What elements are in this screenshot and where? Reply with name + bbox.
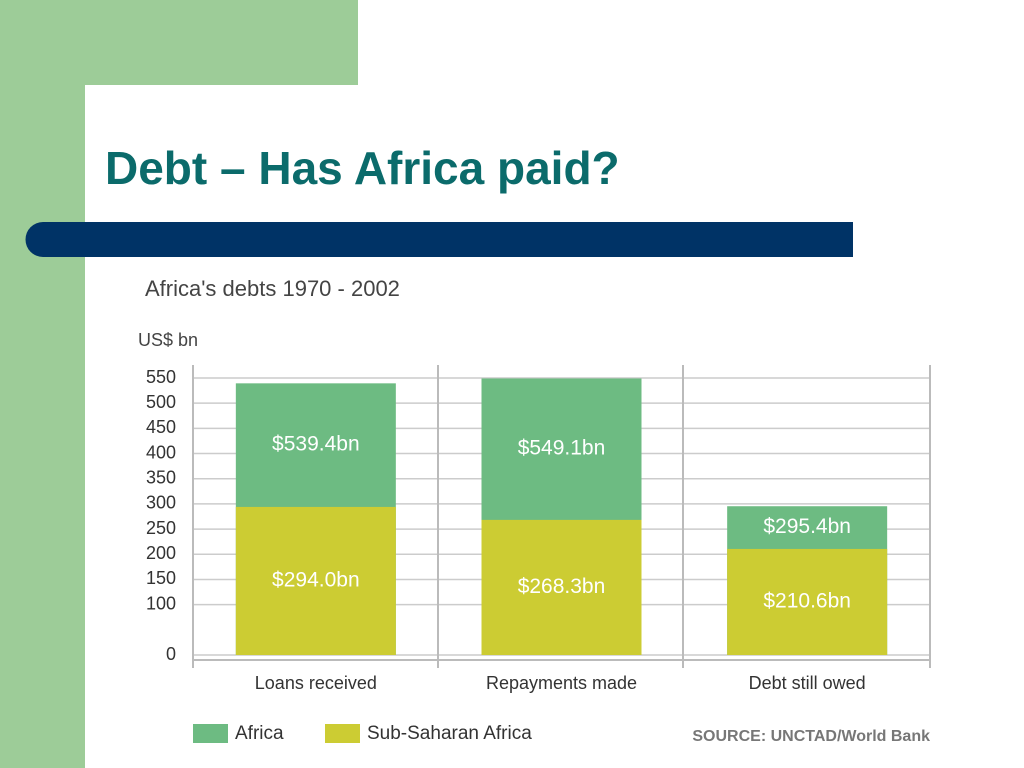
bar: [727, 548, 888, 655]
source: SOURCE: UNCTAD/World Bank: [692, 728, 930, 745]
x-tick-label: Debt still owed: [749, 673, 866, 693]
y-tick-label: 100: [146, 593, 176, 613]
y-tick-label: 150: [146, 568, 176, 588]
value-label: $295.4bn: [763, 515, 851, 538]
x-tick-label: Loans received: [255, 673, 377, 693]
value-label: $294.0bn: [272, 569, 360, 592]
plot: [193, 377, 930, 656]
value-label: $268.3bn: [518, 575, 606, 598]
y-tick-label: 400: [146, 442, 176, 462]
y-tick-label: 350: [146, 467, 176, 487]
legend-swatch: [193, 724, 228, 743]
slide-title: Debt – Has Africa paid?: [105, 142, 620, 194]
y-axis-label: US$ bn: [138, 330, 198, 350]
y-tick-label: 450: [146, 417, 176, 437]
bar: [235, 506, 396, 655]
y-tick-label: 550: [146, 367, 176, 387]
legend-label: Africa: [235, 723, 284, 744]
y-tick-label: 500: [146, 392, 176, 412]
y-tick-label: 300: [146, 493, 176, 513]
value-label: $549.1bn: [518, 437, 606, 460]
bar: [481, 519, 642, 655]
side-strip: [0, 0, 85, 768]
y-tick-label: 200: [146, 543, 176, 563]
top-strip: [0, 0, 358, 85]
value-label: $539.4bn: [272, 433, 360, 456]
legend-label: Sub-Saharan Africa: [367, 723, 532, 744]
y-tick-label: 250: [146, 518, 176, 538]
dividers: [192, 365, 931, 668]
title-rule: [25, 222, 853, 257]
chart-title: Africa's debts 1970 - 2002: [145, 276, 400, 301]
x-tick-label: Repayments made: [486, 673, 637, 693]
value-label: $210.6bn: [763, 590, 851, 613]
y-tick-label: 0: [166, 644, 176, 664]
legend-swatch: [325, 724, 360, 743]
